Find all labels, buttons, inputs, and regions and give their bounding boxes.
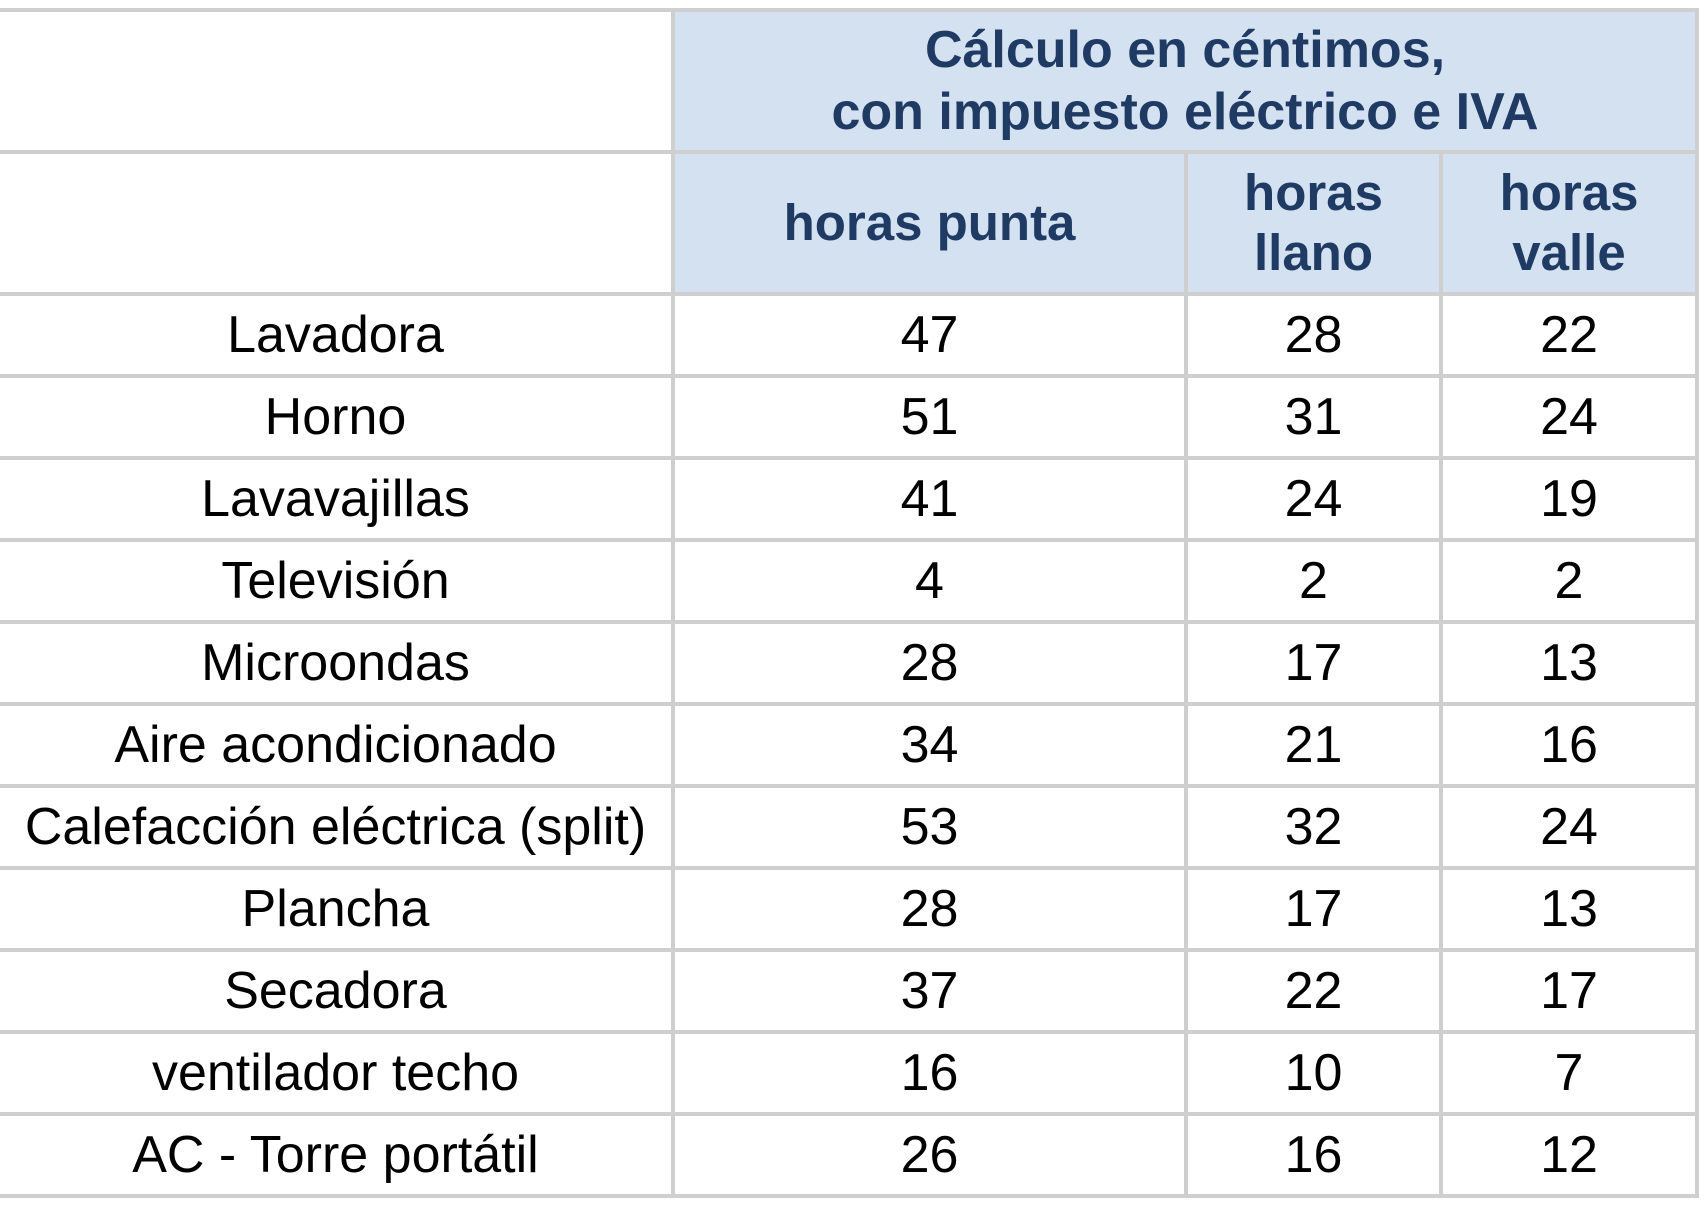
appliance-label: Lavavajillas <box>0 456 675 542</box>
table-row: Secadora 37 22 17 <box>0 948 1700 1034</box>
value-valle: 2 <box>1438 538 1700 624</box>
value-llano: 31 <box>1184 374 1443 460</box>
table-row: Lavavajillas 41 24 19 <box>0 456 1700 542</box>
table-row: Aire acondicionado 34 21 16 <box>0 702 1700 788</box>
header-columns-row: horas punta horas llano horas valle <box>0 150 1700 296</box>
corner-cell-bottom <box>0 150 675 296</box>
header-title-row: Cálculo en céntimos, con impuesto eléctr… <box>0 8 1700 154</box>
column-header-horas-punta: horas punta <box>671 150 1188 296</box>
table-row: Calefacción eléctrica (split) 53 32 24 <box>0 784 1700 870</box>
table-title: Cálculo en céntimos, con impuesto eléctr… <box>670 8 1700 154</box>
value-valle: 16 <box>1438 702 1700 788</box>
table-title-line2: con impuesto eléctrico e IVA <box>831 83 1539 141</box>
value-llano: 22 <box>1184 948 1443 1034</box>
value-punta: 28 <box>671 620 1188 706</box>
appliance-label: Microondas <box>0 620 675 706</box>
table-row: AC - Torre portátil 26 16 12 <box>0 1112 1700 1198</box>
value-llano: 17 <box>1184 866 1443 952</box>
electricity-cost-table: Cálculo en céntimos, con impuesto eléctr… <box>0 8 1700 1198</box>
table-row: Televisión 4 2 2 <box>0 538 1700 624</box>
value-valle: 19 <box>1438 456 1700 542</box>
table-row: ventilador techo 16 10 7 <box>0 1030 1700 1116</box>
value-punta: 34 <box>671 702 1188 788</box>
value-llano: 16 <box>1184 1112 1443 1198</box>
table-row: Microondas 28 17 13 <box>0 620 1700 706</box>
appliance-label: ventilador techo <box>0 1030 675 1116</box>
value-valle: 17 <box>1438 948 1700 1034</box>
value-valle: 7 <box>1438 1030 1700 1116</box>
value-punta: 37 <box>671 948 1188 1034</box>
value-valle: 24 <box>1438 784 1700 870</box>
value-punta: 28 <box>671 866 1188 952</box>
appliance-label: Secadora <box>0 948 675 1034</box>
corner-cell-top <box>0 8 675 154</box>
value-valle: 13 <box>1438 866 1700 952</box>
appliance-label: AC - Torre portátil <box>0 1112 675 1198</box>
value-punta: 47 <box>671 292 1188 378</box>
appliance-label: Televisión <box>0 538 675 624</box>
value-punta: 51 <box>671 374 1188 460</box>
value-llano: 21 <box>1184 702 1443 788</box>
value-punta: 16 <box>671 1030 1188 1116</box>
value-llano: 32 <box>1184 784 1443 870</box>
value-valle: 12 <box>1438 1112 1700 1198</box>
value-punta: 4 <box>671 538 1188 624</box>
value-valle: 24 <box>1438 374 1700 460</box>
value-llano: 17 <box>1184 620 1443 706</box>
table-row: Horno 51 31 24 <box>0 374 1700 460</box>
column-header-horas-valle: horas valle <box>1438 150 1700 296</box>
value-valle: 13 <box>1438 620 1700 706</box>
value-valle: 22 <box>1438 292 1700 378</box>
value-llano: 2 <box>1184 538 1443 624</box>
appliance-label: Lavadora <box>0 292 675 378</box>
appliance-label: Calefacción eléctrica (split) <box>0 784 675 870</box>
value-llano: 24 <box>1184 456 1443 542</box>
value-llano: 10 <box>1184 1030 1443 1116</box>
table-row: Lavadora 47 28 22 <box>0 292 1700 378</box>
value-llano: 28 <box>1184 292 1443 378</box>
table-row: Plancha 28 17 13 <box>0 866 1700 952</box>
value-punta: 41 <box>671 456 1188 542</box>
value-punta: 26 <box>671 1112 1188 1198</box>
appliance-label: Horno <box>0 374 675 460</box>
table-title-line1: Cálculo en céntimos, <box>924 21 1446 79</box>
value-punta: 53 <box>671 784 1188 870</box>
appliance-label: Plancha <box>0 866 675 952</box>
column-header-horas-llano: horas llano <box>1184 150 1443 296</box>
appliance-label: Aire acondicionado <box>0 702 675 788</box>
